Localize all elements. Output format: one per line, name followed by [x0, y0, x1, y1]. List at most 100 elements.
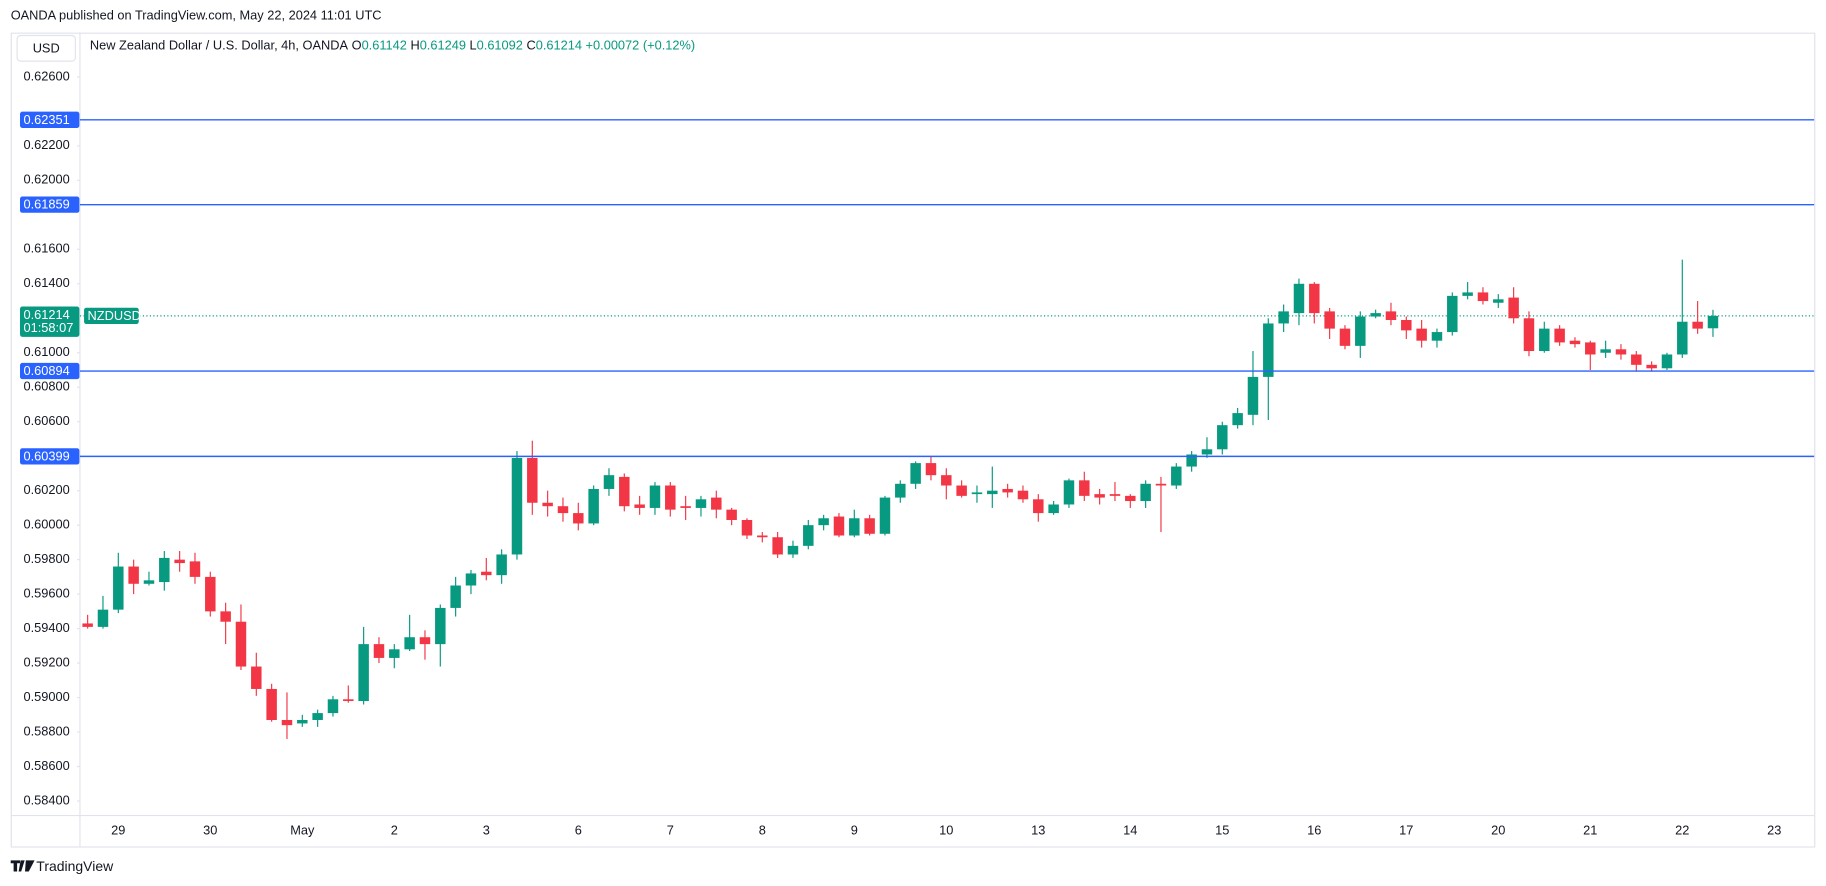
candle-body	[1585, 342, 1596, 355]
candle-body	[588, 488, 599, 524]
x-tick-label: 14	[1123, 823, 1137, 838]
currency-box[interactable]	[16, 34, 76, 62]
y-tick-label: 0.62600	[24, 68, 70, 83]
candle-body	[619, 476, 630, 507]
y-tick-label: 0.60200	[24, 482, 70, 497]
candle-body	[527, 457, 538, 503]
x-tick-label: 20	[1491, 823, 1505, 838]
candle-body	[634, 504, 645, 508]
candle-body	[542, 502, 553, 507]
candle-body	[1477, 292, 1489, 302]
candle-body	[1339, 328, 1351, 346]
ohlc-value: 0.61142	[362, 38, 407, 53]
candle-body	[1125, 495, 1136, 502]
x-tick-label: 23	[1767, 823, 1781, 838]
y-tick-label: 0.58800	[24, 723, 70, 738]
candle-body	[373, 644, 385, 658]
x-tick-label: 29	[111, 823, 125, 838]
y-tick-label: 0.60600	[24, 413, 70, 428]
candle-body	[1707, 315, 1719, 329]
candle-body	[726, 509, 737, 520]
candle-body	[557, 506, 569, 514]
x-tick-label: 9	[851, 823, 858, 838]
candle-body	[404, 637, 415, 650]
candle-body	[1493, 299, 1504, 303]
candle-body	[481, 571, 492, 576]
y-tick-label: 0.59400	[24, 620, 70, 635]
change-percent: (+0.12%)	[643, 38, 695, 53]
candle-body	[220, 611, 231, 622]
last-price-label: 0.61214	[24, 307, 70, 322]
candle-body	[1263, 323, 1274, 377]
candle-body	[818, 518, 829, 526]
candle-body	[665, 485, 676, 510]
last-price-box	[20, 306, 80, 337]
level-label-box	[20, 362, 80, 380]
x-tick-label: 30	[203, 823, 217, 838]
candle-body	[465, 573, 477, 586]
candle-body	[496, 554, 507, 576]
candle-body	[1646, 364, 1657, 369]
ohlc-label: O	[352, 38, 362, 53]
candle-body	[1554, 328, 1565, 343]
candle-body	[1692, 321, 1703, 329]
candle-body	[1569, 340, 1581, 345]
candle-body	[450, 585, 461, 608]
candle-body	[419, 637, 431, 645]
candle-body	[1631, 354, 1642, 365]
candle-body	[1109, 494, 1121, 496]
candle-body	[159, 557, 170, 583]
candle-body	[1094, 494, 1105, 498]
candle-body	[1033, 499, 1044, 514]
x-tick-label: 10	[939, 823, 953, 838]
x-tick-label: 2	[391, 823, 398, 838]
candle-body	[297, 719, 308, 724]
y-tick-label: 0.59000	[24, 689, 70, 704]
candle-body	[1247, 376, 1259, 415]
legend-header: New Zealand Dollar / U.S. Dollar, 4h, OA…	[90, 38, 695, 53]
candle-body	[174, 559, 185, 564]
candle-body	[1171, 466, 1182, 486]
candle-body	[251, 666, 262, 689]
x-tick-label: 22	[1675, 823, 1689, 838]
candle-body	[1309, 283, 1320, 314]
x-tick-label: 15	[1215, 823, 1229, 838]
candle-body	[97, 609, 109, 627]
candle-body	[1401, 320, 1412, 331]
candle-body	[1447, 295, 1458, 333]
candle-body	[435, 607, 446, 645]
candle-body	[741, 519, 753, 536]
candle-body	[1431, 332, 1443, 341]
candle-body	[1539, 328, 1550, 352]
y-tick-label: 0.59200	[24, 654, 70, 669]
y-tick-label: 0.61000	[24, 344, 70, 359]
candle-body	[971, 492, 983, 495]
candle-body	[1278, 311, 1289, 324]
y-tick-label: 0.59800	[24, 551, 70, 566]
symbol-label: NZDUSD	[88, 308, 141, 323]
candles	[82, 259, 1719, 739]
candle-body	[1508, 297, 1519, 319]
candle-body	[1324, 311, 1335, 329]
candle-body	[82, 623, 93, 627]
candle-body	[849, 518, 860, 536]
candle-body	[695, 499, 707, 508]
y-tick-label: 0.58400	[24, 792, 70, 807]
currency-label[interactable]: USD	[33, 40, 60, 55]
candle-body	[879, 497, 891, 534]
x-tick-label: 3	[483, 823, 490, 838]
y-tick-label: 0.58600	[24, 758, 70, 773]
candle-body	[1017, 490, 1029, 500]
x-tick-label: 6	[575, 823, 582, 838]
x-tick-label: 17	[1399, 823, 1413, 838]
candle-body	[1416, 328, 1427, 341]
candle-body	[389, 649, 400, 658]
candle-body	[987, 490, 998, 495]
candle-body	[143, 580, 155, 584]
level-label-box	[20, 448, 80, 465]
candle-body	[205, 576, 216, 612]
candle-body	[1661, 354, 1673, 369]
candle-body	[757, 535, 768, 538]
